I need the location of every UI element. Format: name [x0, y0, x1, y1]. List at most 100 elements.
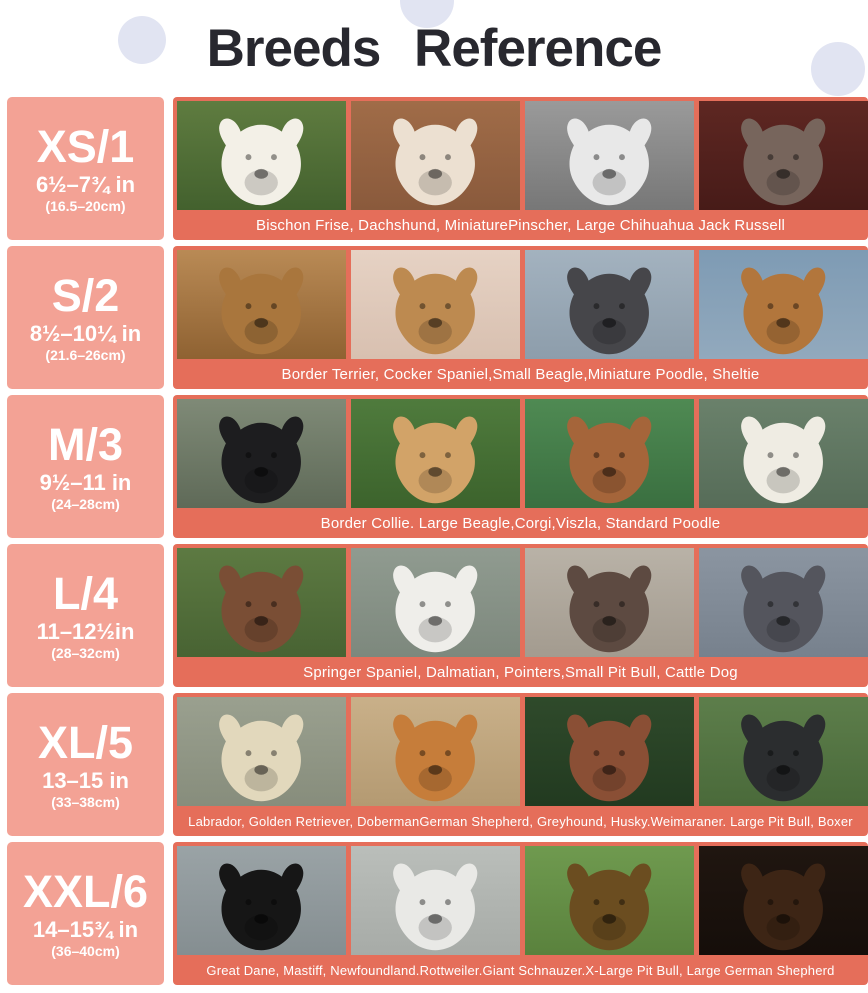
photo-grid: [173, 97, 868, 210]
dog-silhouette-icon: [219, 863, 304, 951]
dog-silhouette-icon: [567, 565, 652, 653]
decorative-circle: [118, 16, 166, 64]
size-range-cm: (16.5–20cm): [45, 198, 126, 215]
size-label: XS/1: [36, 120, 135, 172]
size-panel: XS/1 6½–7¾ in (16.5–20cm): [7, 97, 164, 240]
dog-photo: [525, 250, 694, 359]
dog-photo: [525, 399, 694, 508]
size-row-xs: XS/1 6½–7¾ in (16.5–20cm) Bischon Frise,…: [7, 97, 868, 240]
decorative-circle: [811, 42, 865, 96]
dog-silhouette-icon: [567, 118, 652, 206]
breeds-caption: Labrador, Golden Retriever, DobermanGerm…: [188, 813, 853, 829]
size-row-xl: XL/5 13–15 in (33–38cm) Labrador, Golden…: [7, 693, 868, 836]
size-label: XXL/6: [22, 865, 149, 917]
size-range-cm: (28–32cm): [51, 645, 120, 662]
size-label: M/3: [47, 418, 123, 470]
photo-strip: Labrador, Golden Retriever, DobermanGerm…: [173, 693, 868, 836]
photo-strip: Springer Spaniel, Dalmatian, Pointers,Sm…: [173, 544, 868, 687]
photo-strip: Border Collie. Large Beagle,Corgi,Viszla…: [173, 395, 868, 538]
dog-photo: [177, 399, 346, 508]
size-range-cm: (24–28cm): [51, 496, 120, 513]
photo-grid: [173, 395, 868, 508]
dog-silhouette-icon: [219, 565, 304, 653]
breeds-caption: Border Collie. Large Beagle,Corgi,Viszla…: [320, 514, 721, 532]
dog-photo: [177, 846, 346, 955]
size-row-m: M/3 9½–11 in (24–28cm) Border Collie. La…: [7, 395, 868, 538]
dog-photo: [699, 101, 868, 210]
size-row-s: S/2 8½–10¼ in (21.6–26cm) Border Terrier…: [7, 246, 868, 389]
size-range-inches: 8½–10¼ in: [29, 321, 142, 347]
dog-photo: [525, 846, 694, 955]
page-title: Breeds Reference: [206, 19, 663, 78]
dog-photo: [699, 697, 868, 806]
size-label: XL/5: [37, 716, 134, 768]
page-header: Breeds Reference: [0, 0, 868, 97]
size-panel: S/2 8½–10¼ in (21.6–26cm): [7, 246, 164, 389]
breeds-caption: Border Terrier, Cocker Spaniel,Small Bea…: [281, 365, 760, 383]
dog-photo: [351, 250, 520, 359]
photo-grid: [173, 544, 868, 657]
dog-photo: [525, 548, 694, 657]
size-label: S/2: [51, 269, 120, 321]
dog-photo: [177, 101, 346, 210]
size-range-cm: (21.6–26cm): [45, 347, 126, 364]
size-range-cm: (33–38cm): [51, 794, 120, 811]
size-table: XS/1 6½–7¾ in (16.5–20cm) Bischon Frise,…: [0, 97, 868, 985]
dog-silhouette-icon: [393, 118, 478, 206]
dog-photo: [177, 548, 346, 657]
breeds-caption: Springer Spaniel, Dalmatian, Pointers,Sm…: [303, 663, 738, 681]
dog-silhouette-icon: [741, 565, 826, 653]
photo-grid: [173, 693, 868, 806]
dog-photo: [699, 548, 868, 657]
dog-silhouette-icon: [567, 416, 652, 504]
size-panel: XL/5 13–15 in (33–38cm): [7, 693, 164, 836]
dog-silhouette-icon: [219, 714, 304, 802]
size-range-inches: 14–15¾ in: [32, 917, 139, 943]
size-panel: L/4 11–12½in (28–32cm): [7, 544, 164, 687]
dog-photo: [699, 846, 868, 955]
size-range-inches: 6½–7¾ in: [35, 172, 136, 198]
photo-strip: Great Dane, Mastiff, Newfoundland.Rottwe…: [173, 842, 868, 985]
dog-silhouette-icon: [219, 118, 304, 206]
dog-photo: [351, 548, 520, 657]
size-row-xxl: XXL/6 14–15¾ in (36–40cm) Great Dane, Ma…: [7, 842, 868, 985]
dog-silhouette-icon: [741, 714, 826, 802]
dog-silhouette-icon: [393, 267, 478, 355]
size-range-cm: (36–40cm): [51, 943, 120, 960]
dog-silhouette-icon: [393, 565, 478, 653]
dog-silhouette-icon: [219, 267, 304, 355]
dog-silhouette-icon: [393, 416, 478, 504]
dog-photo: [525, 697, 694, 806]
dog-silhouette-icon: [393, 714, 478, 802]
dog-photo: [351, 697, 520, 806]
size-label: L/4: [52, 567, 119, 619]
photo-grid: [173, 246, 868, 359]
dog-photo: [177, 250, 346, 359]
dog-photo: [699, 399, 868, 508]
photo-grid: [173, 842, 868, 955]
dog-silhouette-icon: [567, 267, 652, 355]
dog-silhouette-icon: [567, 714, 652, 802]
dog-silhouette-icon: [219, 416, 304, 504]
dog-photo: [525, 101, 694, 210]
photo-strip: Bischon Frise, Dachshund, MiniaturePinsc…: [173, 97, 868, 240]
breeds-caption: Great Dane, Mastiff, Newfoundland.Rottwe…: [206, 962, 835, 978]
dog-silhouette-icon: [393, 863, 478, 951]
dog-photo: [177, 697, 346, 806]
size-range-inches: 11–12½in: [36, 619, 135, 645]
dog-photo: [351, 101, 520, 210]
dog-silhouette-icon: [567, 863, 652, 951]
dog-photo: [699, 250, 868, 359]
dog-silhouette-icon: [741, 267, 826, 355]
dog-silhouette-icon: [741, 416, 826, 504]
size-row-l: L/4 11–12½in (28–32cm) Springer Spaniel,…: [7, 544, 868, 687]
size-panel: M/3 9½–11 in (24–28cm): [7, 395, 164, 538]
dog-silhouette-icon: [741, 118, 826, 206]
size-range-inches: 9½–11 in: [39, 470, 132, 496]
size-panel: XXL/6 14–15¾ in (36–40cm): [7, 842, 164, 985]
dog-silhouette-icon: [741, 863, 826, 951]
size-range-inches: 13–15 in: [42, 768, 129, 794]
breeds-caption: Bischon Frise, Dachshund, MiniaturePinsc…: [255, 216, 786, 234]
photo-strip: Border Terrier, Cocker Spaniel,Small Bea…: [173, 246, 868, 389]
dog-photo: [351, 399, 520, 508]
